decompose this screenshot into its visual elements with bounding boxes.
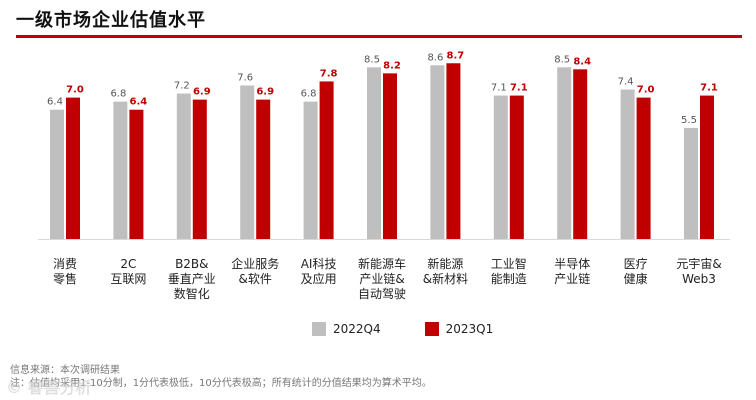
bar-2022q4-9 <box>620 89 635 240</box>
category-label-3-1: &软件 <box>239 272 272 286</box>
data-label-2023q1-9: 7.0 <box>637 85 655 96</box>
category-label-10-1: Web3 <box>682 272 716 286</box>
bar-2022q4-8 <box>557 67 572 239</box>
category-label-1-1: 互联网 <box>110 272 146 286</box>
category-label-7-1: 能制造 <box>491 272 527 286</box>
data-label-2023q1-8: 8.4 <box>573 56 591 67</box>
category-label-10-0: 元宇宙& <box>676 256 721 271</box>
source-note: 信息来源：本次调研结果 <box>10 365 120 376</box>
bar-2023q1-10 <box>700 95 714 239</box>
data-label-2023q1-10: 7.1 <box>700 83 718 94</box>
bar-2023q1-3 <box>256 99 271 240</box>
data-label-2022q4-6: 8.6 <box>427 52 443 63</box>
bar-2023q1-7 <box>509 95 524 239</box>
category-label-8-0: 半导体 <box>554 257 590 271</box>
legend-label-2023q1: 2023Q1 <box>445 322 494 336</box>
bar-2023q1-6 <box>446 63 461 240</box>
watermark-logo: © 睿兽分析 <box>6 378 92 397</box>
data-label-2022q4-2: 7.2 <box>174 81 190 92</box>
category-label-6-0: 新能源 <box>427 256 463 271</box>
chart-legend: 2022Q4 2023Q1 <box>312 322 493 336</box>
page-title: 一级市场企业估值水平 <box>16 10 206 31</box>
chart-footer: 信息来源：本次调研结果 注：估值均采用1-10分制，1分代表极低，10分代表极高… <box>10 364 432 390</box>
bar-2022q4-2 <box>176 93 191 239</box>
data-label-2023q1-4: 7.8 <box>320 68 338 79</box>
data-label-2022q4-10: 5.5 <box>681 115 697 126</box>
bar-2022q4-5 <box>367 67 381 239</box>
bar-2022q4-7 <box>493 95 508 239</box>
category-label-5-0: 新能源车 <box>358 256 406 271</box>
category-label-8-1: 产业链 <box>554 271 590 286</box>
data-label-2023q1-6: 8.7 <box>447 50 465 61</box>
bar-2023q1-2 <box>192 99 207 240</box>
bar-2022q4-4 <box>303 101 318 239</box>
data-label-2023q1-5: 8.2 <box>383 60 401 71</box>
data-label-2022q4-1: 6.8 <box>110 89 126 100</box>
valuation-bar-chart: 6.47.0消费零售6.86.42C互联网7.26.9B2B&垂直产业数智化7.… <box>38 50 730 301</box>
category-label-7-0: 工业智 <box>491 256 527 271</box>
data-label-2022q4-3: 7.6 <box>237 72 253 83</box>
bar-2023q1-8 <box>573 69 588 239</box>
data-label-2023q1-3: 6.9 <box>256 87 274 98</box>
legend-label-2022q4: 2022Q4 <box>333 322 381 336</box>
bar-2022q4-6 <box>430 65 445 239</box>
category-label-5-2: 自动驾驶 <box>358 286 406 301</box>
title-underline <box>16 35 742 38</box>
category-label-1-0: 2C <box>120 257 136 271</box>
scale-note: 注：估值均采用1-10分制，1分代表极低，10分代表极高；所有统计的分值结果均为… <box>10 378 432 389</box>
category-label-9-1: 健康 <box>624 271 648 286</box>
bar-2022q4-10 <box>684 127 698 239</box>
data-label-2022q4-5: 8.5 <box>364 54 380 65</box>
bar-2022q4-3 <box>240 85 255 239</box>
category-label-0-1: 零售 <box>53 271 77 286</box>
legend-item-2022q4[interactable]: 2022Q4 <box>312 322 381 336</box>
category-label-2-0: B2B& <box>175 257 208 271</box>
bar-2022q4-1 <box>113 101 128 239</box>
bar-2022q4-0 <box>50 109 64 239</box>
data-label-2022q4-7: 7.1 <box>491 83 507 94</box>
category-label-9-0: 医疗 <box>624 257 648 271</box>
category-label-2-1: 垂直产业 <box>168 272 216 286</box>
data-label-2022q4-0: 6.4 <box>47 97 63 108</box>
data-label-2022q4-4: 6.8 <box>301 89 317 100</box>
category-label-4-0: AI科技 <box>301 257 337 271</box>
legend-swatch-gray <box>312 322 326 336</box>
data-label-2023q1-0: 7.0 <box>66 85 84 96</box>
category-label-6-1: &新材料 <box>423 271 468 286</box>
data-label-2022q4-9: 7.4 <box>618 77 634 88</box>
category-label-0-0: 消费 <box>53 257 77 271</box>
legend-swatch-red <box>424 322 439 336</box>
bar-2023q1-0 <box>66 97 80 239</box>
bar-2023q1-9 <box>636 97 651 239</box>
legend-item-2023q1[interactable]: 2023Q1 <box>424 322 494 336</box>
category-label-4-1: 及应用 <box>301 271 337 286</box>
category-label-2-2: 数智化 <box>174 286 210 301</box>
data-label-2023q1-1: 6.4 <box>130 97 148 108</box>
data-label-2022q4-8: 8.5 <box>554 54 570 65</box>
bar-2023q1-1 <box>129 109 144 239</box>
category-label-3-0: 企业服务 <box>231 256 279 271</box>
data-label-2023q1-7: 7.1 <box>510 83 528 94</box>
bar-2023q1-4 <box>319 81 334 239</box>
data-label-2023q1-2: 6.9 <box>193 87 211 98</box>
category-label-5-1: 产业链& <box>359 271 404 286</box>
bar-2023q1-5 <box>383 73 397 239</box>
